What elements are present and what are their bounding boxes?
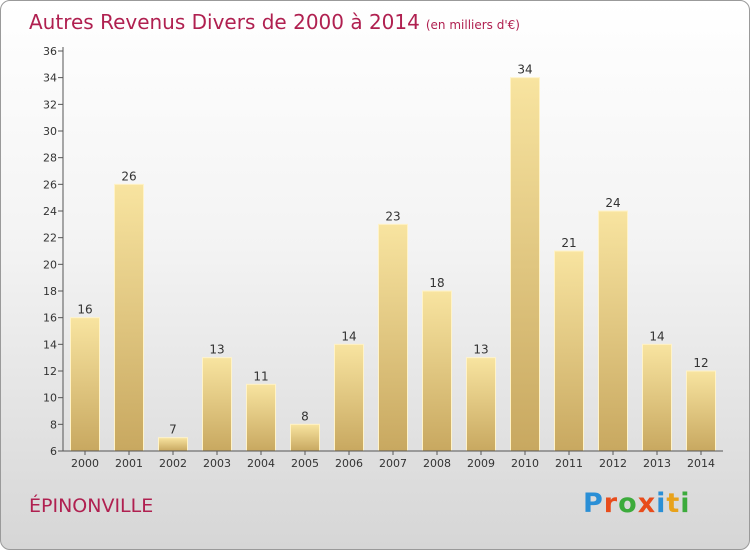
bar-value-label: 24 xyxy=(605,196,620,210)
x-tick-label: 2010 xyxy=(511,457,539,470)
y-tick-label: 12 xyxy=(43,365,57,378)
x-tick-label: 2013 xyxy=(643,457,671,470)
bar xyxy=(642,343,672,452)
y-tick-label: 32 xyxy=(43,98,57,111)
y-axis: 6 8 10 12 14 16 18 20 22 24 26 28 30 32 34 36 xyxy=(43,45,64,458)
chart-title-text: Autres Revenus Divers de 2000 à 2014 xyxy=(29,10,420,34)
logo-letter: i xyxy=(656,488,667,519)
bar xyxy=(466,357,496,452)
bar-value-label: 23 xyxy=(385,209,400,223)
y-tick-label: 6 xyxy=(50,445,57,458)
bar xyxy=(422,290,452,452)
bar-value-label: 26 xyxy=(121,169,136,183)
x-tick-label: 2004 xyxy=(247,457,275,470)
bar xyxy=(510,77,540,452)
logo-letter: P xyxy=(583,488,604,519)
x-tick-label: 2003 xyxy=(203,457,231,470)
bar-value-label: 13 xyxy=(473,343,488,357)
y-tick-label: 28 xyxy=(43,152,57,165)
logo-letter: x xyxy=(637,488,657,519)
bar xyxy=(598,210,628,452)
x-tick-label: 2008 xyxy=(423,457,451,470)
y-tick-label: 24 xyxy=(43,205,57,218)
bar-value-label: 14 xyxy=(341,329,356,343)
y-tick-label: 26 xyxy=(43,178,57,191)
chart-subtitle: (en milliers d'€) xyxy=(425,18,520,32)
y-tick-label: 20 xyxy=(43,258,57,271)
y-tick-label: 30 xyxy=(43,125,57,138)
bar xyxy=(378,223,408,452)
chart-title: Autres Revenus Divers de 2000 à 2014 (en … xyxy=(29,10,520,34)
x-tick-label: 2001 xyxy=(115,457,143,470)
x-tick-label: 2005 xyxy=(291,457,319,470)
bar xyxy=(158,437,188,452)
x-tick-label: 2009 xyxy=(467,457,495,470)
y-tick-label: 34 xyxy=(43,72,57,85)
bar-value-label: 14 xyxy=(649,329,664,343)
logo-letter: t xyxy=(666,488,681,519)
bar-value-label: 34 xyxy=(517,63,532,77)
bar-value-label: 13 xyxy=(209,343,224,357)
bar xyxy=(334,343,364,452)
bar xyxy=(246,383,276,452)
bar xyxy=(70,317,100,452)
x-tick-label: 2007 xyxy=(379,457,407,470)
x-tick-label: 2002 xyxy=(159,457,187,470)
x-tick-label: 2011 xyxy=(555,457,583,470)
bar xyxy=(554,250,584,452)
bar-value-label: 7 xyxy=(169,423,177,437)
bar xyxy=(686,370,716,452)
x-axis: 2000 2001 2002 2003 2004 2005 2006 2007 2008 2009… xyxy=(63,450,723,470)
x-tick-label: 2000 xyxy=(71,457,99,470)
bars: 16 26 7 13 11 8 14 23 18 13 34 21 24 14 12 xyxy=(70,63,716,452)
proxiti-logo: Proxiti xyxy=(583,488,691,519)
bar-value-label: 18 xyxy=(429,276,444,290)
commune-name: ÉPINONVILLE xyxy=(29,495,154,517)
bar xyxy=(202,357,232,452)
bar-value-label: 8 xyxy=(301,409,309,423)
y-tick-label: 36 xyxy=(43,45,57,58)
y-tick-label: 14 xyxy=(43,338,57,351)
bar xyxy=(114,183,144,452)
y-tick-label: 8 xyxy=(50,418,57,431)
logo-letter: r xyxy=(603,488,619,519)
bar-value-label: 21 xyxy=(561,236,576,250)
bar-value-label: 11 xyxy=(253,369,268,383)
bar-value-label: 12 xyxy=(693,356,708,370)
x-tick-label: 2014 xyxy=(687,457,715,470)
y-tick-label: 16 xyxy=(43,312,57,325)
y-tick-label: 18 xyxy=(43,285,57,298)
logo-letter: i xyxy=(680,488,691,519)
bar xyxy=(290,423,320,452)
x-tick-label: 2006 xyxy=(335,457,363,470)
x-tick-label: 2012 xyxy=(599,457,627,470)
y-tick-label: 10 xyxy=(43,392,57,405)
logo-letter: o xyxy=(618,488,638,519)
bar-value-label: 16 xyxy=(77,303,92,317)
y-tick-label: 22 xyxy=(43,232,57,245)
